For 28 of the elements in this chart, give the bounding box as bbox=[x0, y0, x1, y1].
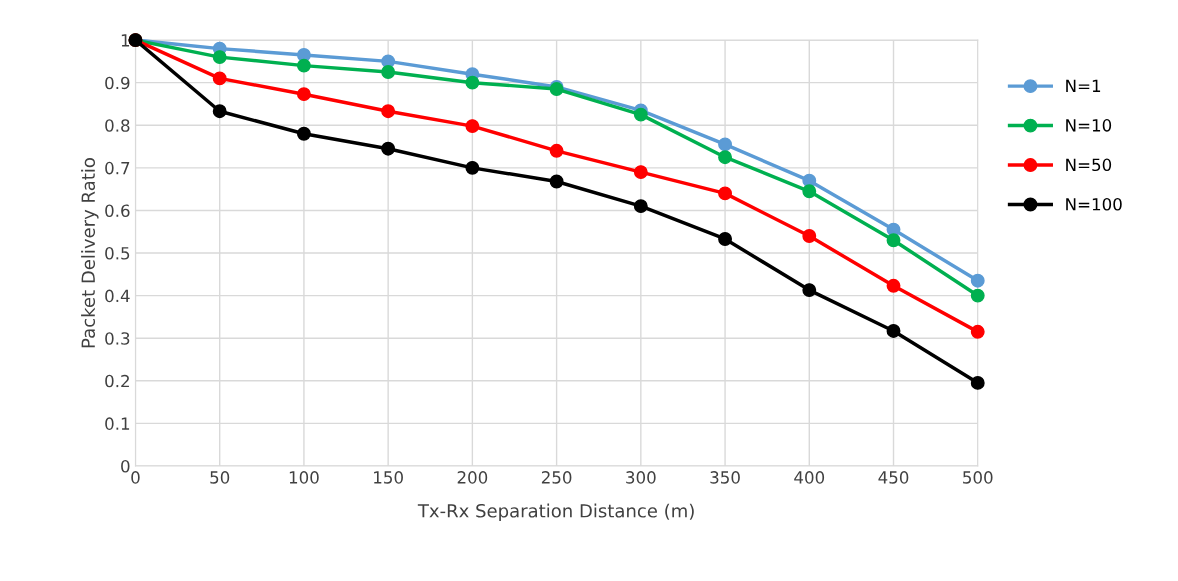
x-tick-label: 300 bbox=[626, 471, 656, 484]
x-tick-label: 350 bbox=[710, 471, 740, 484]
y-tick-label: 0.9 bbox=[105, 76, 130, 90]
y-tick-label: 0 bbox=[121, 459, 130, 473]
x-tick-label: 100 bbox=[289, 471, 319, 484]
y-tick-label: 0.4 bbox=[105, 289, 130, 303]
y-tick-label: 0.6 bbox=[105, 204, 130, 218]
y-tick-label: 0.7 bbox=[105, 161, 130, 175]
legend-label: N=10 bbox=[1066, 119, 1112, 132]
legend-label: N=1 bbox=[1066, 79, 1101, 92]
x-tick-label: 250 bbox=[541, 471, 572, 484]
y-tick-label: 0.8 bbox=[105, 119, 130, 132]
y-axis-title: Packet Delivery Ratio bbox=[81, 158, 99, 348]
y-tick-label: 0.5 bbox=[105, 246, 130, 260]
x-tick-label: 200 bbox=[457, 471, 488, 484]
x-tick-label: 150 bbox=[374, 471, 403, 484]
legend-label: N=100 bbox=[1066, 197, 1122, 211]
x-tick-label: 500 bbox=[963, 471, 993, 484]
x-tick-label: 50 bbox=[210, 471, 230, 484]
y-tick-label: 1 bbox=[121, 34, 130, 47]
y-tick-label: 0.3 bbox=[105, 332, 130, 345]
legend-label: N=50 bbox=[1066, 158, 1112, 172]
y-tick-label: 0.1 bbox=[105, 417, 130, 430]
y-tick-label: 0.2 bbox=[105, 374, 129, 388]
x-axis-title: Tx-Rx Separation Distance (m) bbox=[417, 503, 694, 522]
x-tick-label: 400 bbox=[794, 471, 825, 484]
x-tick-label: 0 bbox=[131, 471, 140, 484]
x-tick-label: 450 bbox=[878, 471, 909, 484]
